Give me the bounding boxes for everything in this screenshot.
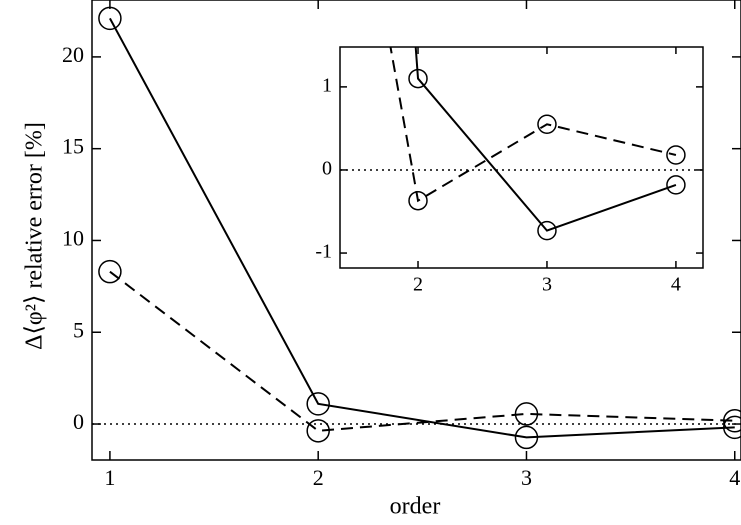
x-tick-label: 2 [413, 274, 423, 296]
y-tick-label: 5 [73, 317, 84, 342]
y-tick-label: 1 [322, 74, 332, 96]
x-tick-label: 2 [313, 465, 324, 490]
plot-background [340, 47, 703, 268]
point-marker [306, 392, 330, 416]
y-tick-label: 10 [62, 226, 84, 251]
y-axis-label: Δ⟨φ²⟩ relative error [%] [22, 122, 48, 350]
y-tick-label: 0 [73, 409, 84, 434]
point-marker [408, 68, 428, 89]
plot-frame [339, 46, 704, 269]
plot-area [340, 47, 703, 241]
series-line [414, 47, 677, 232]
y-tick-label: -1 [315, 241, 332, 263]
y-tick-label: 20 [62, 42, 84, 67]
x-tick-label: 3 [521, 465, 532, 490]
point-marker [537, 114, 557, 135]
plot-1: 2 3 4 -1 0 1 [315, 46, 704, 296]
series-line [109, 17, 735, 439]
point-marker [98, 259, 122, 284]
point-marker [514, 425, 539, 450]
point-marker [514, 402, 539, 426]
plot-area [92, 6, 741, 450]
x-tick-label: 3 [542, 274, 552, 296]
x-axis-label: order [390, 494, 441, 520]
y-tick-label: 0 [322, 158, 332, 180]
series-line [389, 47, 677, 203]
point-marker [666, 145, 686, 165]
y-tick-label: 15 [62, 134, 84, 159]
point-marker [723, 415, 741, 440]
point-marker [306, 419, 330, 443]
x-tick-label: 4 [671, 274, 681, 296]
point-marker [723, 408, 741, 433]
x-tick-label: 1 [104, 465, 115, 490]
series-line [109, 270, 735, 432]
point-marker [408, 190, 428, 211]
plot-frame [91, 0, 741, 461]
point-marker [537, 220, 557, 241]
x-tick-label: 4 [729, 465, 740, 490]
point-marker [666, 175, 686, 195]
